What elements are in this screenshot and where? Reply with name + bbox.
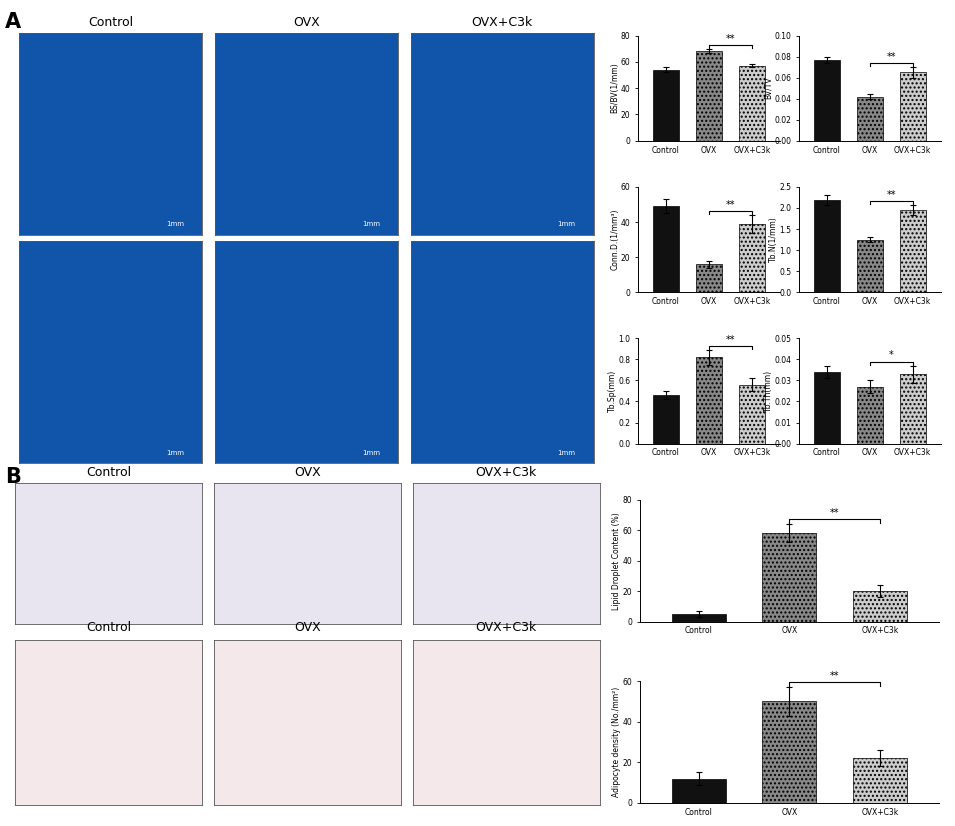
Bar [900, 73, 925, 140]
Text: 1mm: 1mm [362, 221, 380, 227]
Bar [739, 66, 765, 140]
Text: OVX: OVX [294, 621, 321, 634]
Bar [853, 591, 907, 621]
Text: OVX+C3k: OVX+C3k [476, 466, 537, 479]
Y-axis label: Lipid Droplet Content (%): Lipid Droplet Content (%) [612, 512, 621, 610]
Bar [653, 395, 679, 444]
Bar [857, 240, 882, 292]
Text: **: ** [830, 508, 839, 518]
Text: **: ** [886, 52, 896, 62]
Bar [900, 374, 925, 444]
Text: 1mm: 1mm [166, 221, 184, 227]
Y-axis label: BS/BV(1/mm): BS/BV(1/mm) [610, 63, 619, 113]
Y-axis label: BV/TV: BV/TV [764, 77, 773, 99]
Text: OVX: OVX [293, 16, 320, 29]
Text: OVX+C3k: OVX+C3k [472, 16, 533, 29]
Bar [857, 387, 882, 444]
Y-axis label: Adipocyte density (No./mm²): Adipocyte density (No./mm²) [612, 687, 621, 797]
Text: **: ** [886, 190, 896, 200]
Text: Control: Control [86, 621, 132, 634]
Bar [696, 51, 722, 140]
Y-axis label: Tb.Sp(mm): Tb.Sp(mm) [607, 370, 617, 412]
Text: *: * [889, 350, 894, 360]
Bar [762, 534, 817, 621]
Text: OVX: OVX [294, 466, 321, 479]
Bar [671, 614, 726, 621]
Y-axis label: Tb.N(1/mm): Tb.N(1/mm) [769, 216, 777, 263]
Text: 1mm: 1mm [558, 221, 576, 227]
Text: **: ** [726, 34, 735, 44]
Text: Control: Control [86, 466, 132, 479]
Bar [739, 224, 765, 292]
Bar [900, 210, 925, 292]
Bar [671, 778, 726, 803]
Text: OVX+C3k: OVX+C3k [476, 621, 537, 634]
Bar [814, 200, 839, 292]
Y-axis label: Tb.Th(mm): Tb.Th(mm) [764, 370, 773, 412]
Bar [739, 385, 765, 444]
Bar [814, 59, 839, 140]
Bar [696, 264, 722, 292]
Text: 1mm: 1mm [166, 450, 184, 456]
Y-axis label: Conn.D.(1/mm³): Conn.D.(1/mm³) [610, 209, 619, 270]
Bar [814, 372, 839, 444]
Text: Control: Control [88, 16, 134, 29]
Bar [857, 97, 882, 140]
Text: **: ** [726, 200, 735, 210]
Text: B: B [5, 467, 21, 487]
Bar [853, 758, 907, 803]
Text: A: A [5, 12, 21, 32]
Bar [762, 701, 817, 803]
Text: 1mm: 1mm [362, 450, 380, 456]
Bar [653, 206, 679, 292]
Text: **: ** [726, 335, 735, 344]
Text: **: ** [830, 671, 839, 681]
Text: 1mm: 1mm [558, 450, 576, 456]
Bar [653, 69, 679, 140]
Bar [696, 358, 722, 444]
